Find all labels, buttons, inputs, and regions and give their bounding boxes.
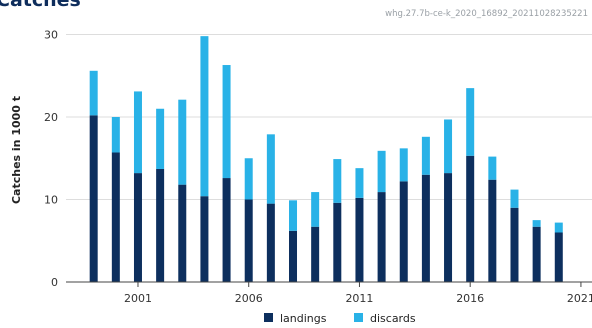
legend: landings discards (264, 312, 416, 325)
bar-discards-2004 (200, 36, 209, 197)
bar-discards-2002 (156, 108, 165, 169)
bar-landings-2011 (355, 197, 364, 282)
bar-discards-2018 (510, 189, 519, 208)
bar-landings-2014 (421, 174, 430, 282)
legend-swatch-discards (354, 313, 363, 322)
y-tick-label: 10 (44, 194, 58, 207)
bar-landings-2012 (377, 192, 386, 282)
x-tick-label: 2006 (235, 292, 263, 305)
bar-discards-2011 (355, 168, 364, 198)
bar-landings-2019 (532, 226, 541, 282)
bar-landings-2015 (444, 173, 453, 282)
bar-discards-1999 (89, 70, 98, 116)
gridlines (66, 34, 592, 200)
bar-landings-1999 (89, 115, 98, 282)
chart-title: Catches (0, 0, 81, 11)
bar-discards-2020 (554, 222, 563, 233)
bar-landings-2020 (554, 232, 563, 282)
x-tick-label: 2021 (567, 292, 592, 305)
bar-landings-2018 (510, 207, 519, 282)
bar-landings-2002 (156, 168, 165, 282)
legend-label-landings: landings (280, 312, 327, 325)
x-tick-label: 2016 (456, 292, 484, 305)
y-tick-label: 30 (44, 29, 58, 42)
y-axis-ticks: 0 10 20 30 (44, 29, 58, 290)
bar-landings-2009 (311, 226, 320, 282)
x-axis-ticks: 2001 2006 2011 2016 2021 (124, 282, 592, 305)
bar-discards-2019 (532, 220, 541, 227)
bar-landings-2016 (466, 155, 475, 282)
bar-discards-2005 (222, 65, 231, 179)
y-axis-label: Catches in 1000 t (10, 96, 23, 204)
legend-label-discards: discards (370, 312, 416, 325)
bar-discards-2015 (444, 119, 453, 174)
bar-discards-2014 (421, 136, 430, 175)
bar-discards-2001 (133, 91, 142, 174)
legend-swatch-landings (264, 313, 273, 322)
bar-landings-2001 (133, 173, 142, 282)
y-tick-label: 0 (51, 276, 58, 289)
bar-discards-2010 (333, 159, 342, 203)
bar-landings-2006 (244, 199, 253, 282)
bar-landings-2010 (333, 202, 342, 282)
bar-landings-2017 (488, 179, 497, 282)
source-id: whg.27.7b-ce-k_2020_16892_20211028235221 (385, 9, 588, 19)
bar-discards-2012 (377, 150, 386, 193)
bar-landings-2000 (111, 152, 120, 282)
bar-discards-2016 (466, 88, 475, 156)
bar-landings-2008 (289, 230, 298, 282)
bar-discards-2007 (266, 134, 275, 204)
bar-discards-2003 (178, 99, 187, 185)
bar-discards-2008 (289, 200, 298, 231)
bar-landings-2003 (178, 184, 187, 282)
bar-landings-2004 (200, 196, 209, 282)
bar-discards-2000 (111, 117, 120, 153)
y-tick-label: 20 (44, 111, 58, 124)
bar-discards-2017 (488, 156, 497, 180)
bar-landings-2013 (399, 181, 408, 282)
x-tick-label: 2001 (124, 292, 152, 305)
bars (89, 36, 563, 282)
x-tick-label: 2011 (345, 292, 373, 305)
bar-landings-2005 (222, 178, 231, 282)
bar-discards-2009 (311, 192, 320, 227)
bar-discards-2006 (244, 158, 253, 200)
bar-discards-2013 (399, 148, 408, 182)
bar-landings-2007 (266, 203, 275, 282)
